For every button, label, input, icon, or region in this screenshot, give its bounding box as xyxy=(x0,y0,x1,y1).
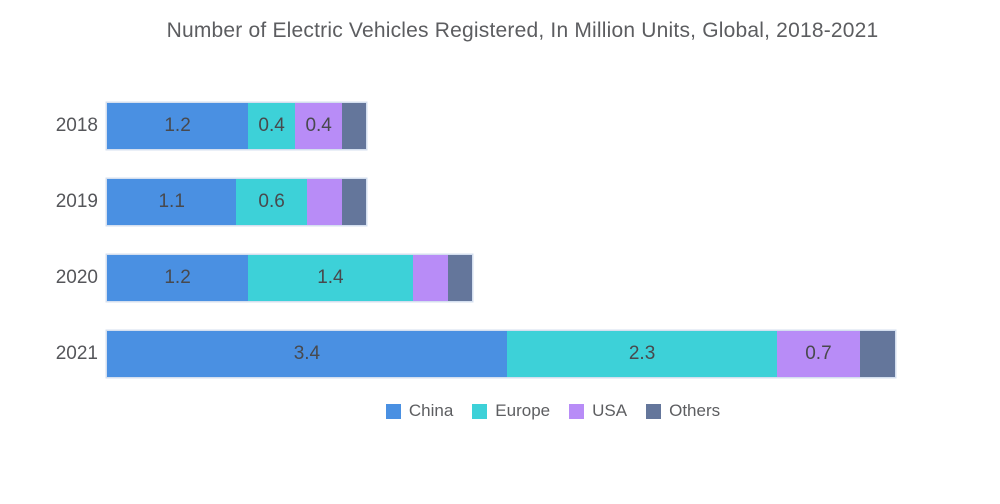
value-label-usa-2021: 0.7 xyxy=(805,343,832,364)
chart-title: Number of Electric Vehicles Registered, … xyxy=(166,19,879,42)
value-label-china-2020: 1.2 xyxy=(164,267,191,288)
value-label-europe-2021: 2.3 xyxy=(628,343,656,364)
legend-swatch-icon xyxy=(472,403,488,419)
bar-segment-others-2021[interactable] xyxy=(859,331,895,377)
bar-row-2021: 2021 3.4 2.3 0.7 xyxy=(0,331,1000,377)
value-label-europe-2019: 0.6 xyxy=(258,191,285,212)
value-label-china-2021: 3.4 xyxy=(293,343,321,364)
stacked-bar-2020: 1.2 1.4 xyxy=(107,255,472,301)
bar-segment-china-2020[interactable]: 1.2 xyxy=(107,255,249,301)
bar-segment-usa-2019[interactable] xyxy=(306,179,343,225)
legend-label: USA xyxy=(592,401,628,420)
bar-segment-usa-2018[interactable]: 0.4 xyxy=(295,103,343,149)
legend-item-usa[interactable]: USA xyxy=(569,401,627,421)
legend: China Europe USA Others xyxy=(0,401,1000,421)
legend-item-china[interactable]: China xyxy=(385,401,454,421)
legend-item-others[interactable]: Others xyxy=(646,401,720,421)
category-label-2019: 2019 xyxy=(55,191,98,212)
bar-row-2020: 2020 1.2 1.4 xyxy=(0,255,1000,301)
bar-segment-china-2019[interactable]: 1.1 xyxy=(107,179,237,225)
category-label-2020: 2020 xyxy=(55,267,98,288)
legend-label: China xyxy=(408,401,454,420)
bar-segment-europe-2018[interactable]: 0.4 xyxy=(248,103,296,149)
stacked-bar-2018: 1.2 0.4 0.4 xyxy=(107,103,366,149)
bar-segment-others-2020[interactable] xyxy=(448,255,472,301)
bar-segment-others-2018[interactable] xyxy=(342,103,366,149)
value-label-europe-2020: 1.4 xyxy=(317,267,344,288)
value-label-usa-2018: 0.4 xyxy=(305,115,332,136)
bar-row-2018: 2018 1.2 0.4 0.4 xyxy=(0,103,1000,149)
bar-segment-europe-2020[interactable]: 1.4 xyxy=(248,255,413,301)
category-label-2018: 2018 xyxy=(55,115,98,136)
bar-segment-europe-2019[interactable]: 0.6 xyxy=(236,179,307,225)
bar-segment-china-2021[interactable]: 3.4 xyxy=(107,331,507,377)
bar-segment-usa-2021[interactable]: 0.7 xyxy=(777,331,860,377)
bar-segment-others-2019[interactable] xyxy=(342,179,366,225)
legend-swatch-icon xyxy=(646,403,662,419)
stacked-bar-2019: 1.1 0.6 xyxy=(107,179,366,225)
legend-label: Europe xyxy=(495,401,551,420)
bar-segment-china-2018[interactable]: 1.2 xyxy=(107,103,249,149)
bar-row-2019: 2019 1.1 0.6 xyxy=(0,179,1000,225)
legend-label: Others xyxy=(669,401,721,420)
plot-area: 2018 1.2 0.4 0.4 2019 1.1 0.6 2020 1.2 1.4 2021 3.4… xyxy=(0,103,1000,407)
legend-swatch-icon xyxy=(385,403,401,419)
bar-segment-europe-2021[interactable]: 2.3 xyxy=(506,331,778,377)
category-label-2021: 2021 xyxy=(55,343,98,364)
legend-swatch-icon xyxy=(569,403,585,419)
value-label-europe-2018: 0.4 xyxy=(258,115,285,136)
value-label-china-2018: 1.2 xyxy=(164,115,191,136)
legend-item-europe[interactable]: Europe xyxy=(472,401,550,421)
bar-segment-usa-2020[interactable] xyxy=(412,255,448,301)
stacked-bar-2021: 3.4 2.3 0.7 xyxy=(107,331,895,377)
value-label-china-2019: 1.1 xyxy=(158,191,185,212)
